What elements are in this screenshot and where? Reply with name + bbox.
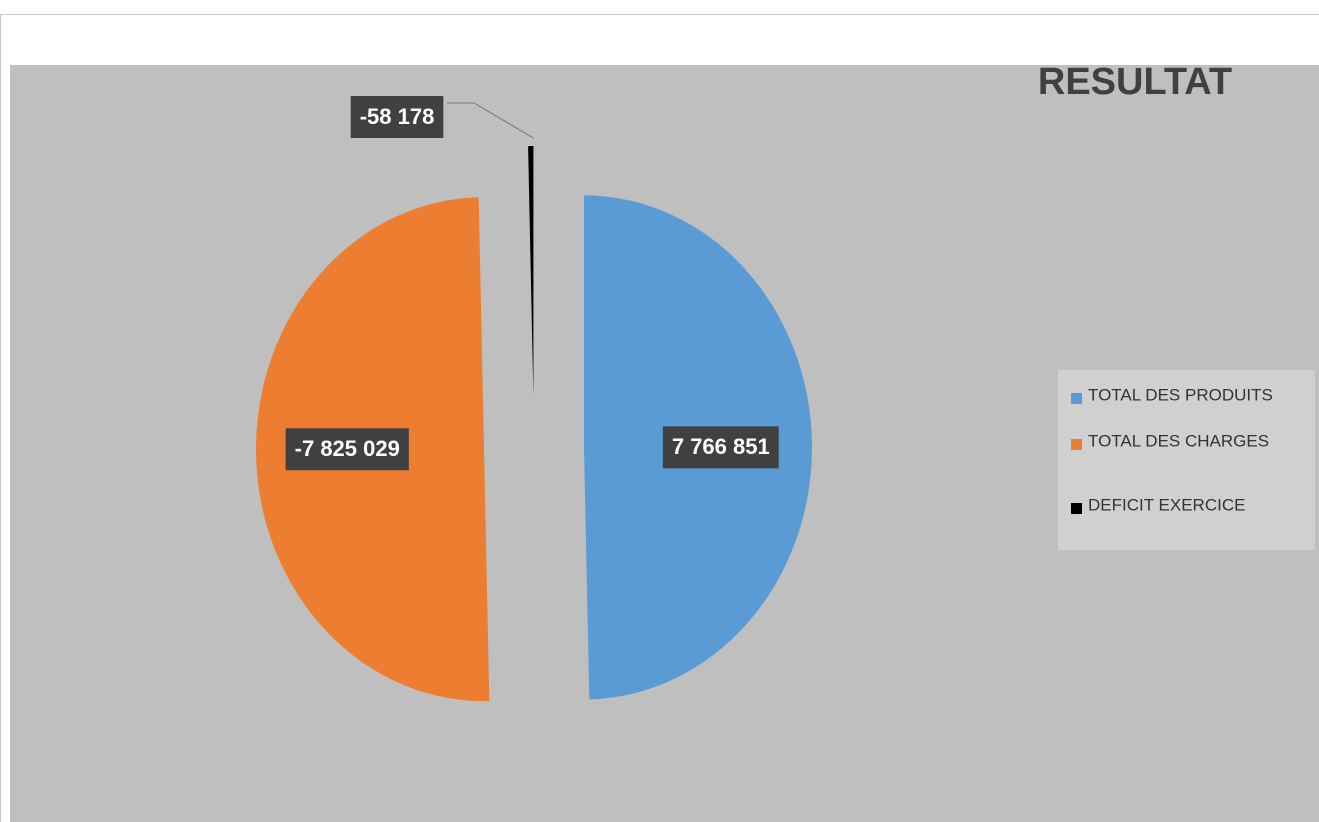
legend-swatch — [1071, 439, 1082, 450]
legend-label: TOTAL DES CHARGES — [1088, 431, 1269, 450]
legend-swatch — [1071, 393, 1082, 404]
data-label-box — [285, 428, 409, 471]
chart-title: RESULTAT — [1038, 61, 1232, 103]
data-label-box — [350, 96, 444, 138]
data-label-box — [662, 426, 779, 469]
data-label: 7 766 851 — [672, 434, 770, 459]
pie-slice — [528, 146, 534, 399]
legend-box — [1058, 370, 1315, 550]
legend-swatch — [1071, 503, 1082, 514]
leader-line — [447, 102, 534, 139]
data-label: -7 825 029 — [295, 436, 400, 461]
legend-label: DEFICIT EXERCICE — [1088, 495, 1245, 514]
legend-label: TOTAL DES PRODUITS — [1088, 385, 1273, 404]
data-label: -58 178 — [360, 104, 435, 129]
